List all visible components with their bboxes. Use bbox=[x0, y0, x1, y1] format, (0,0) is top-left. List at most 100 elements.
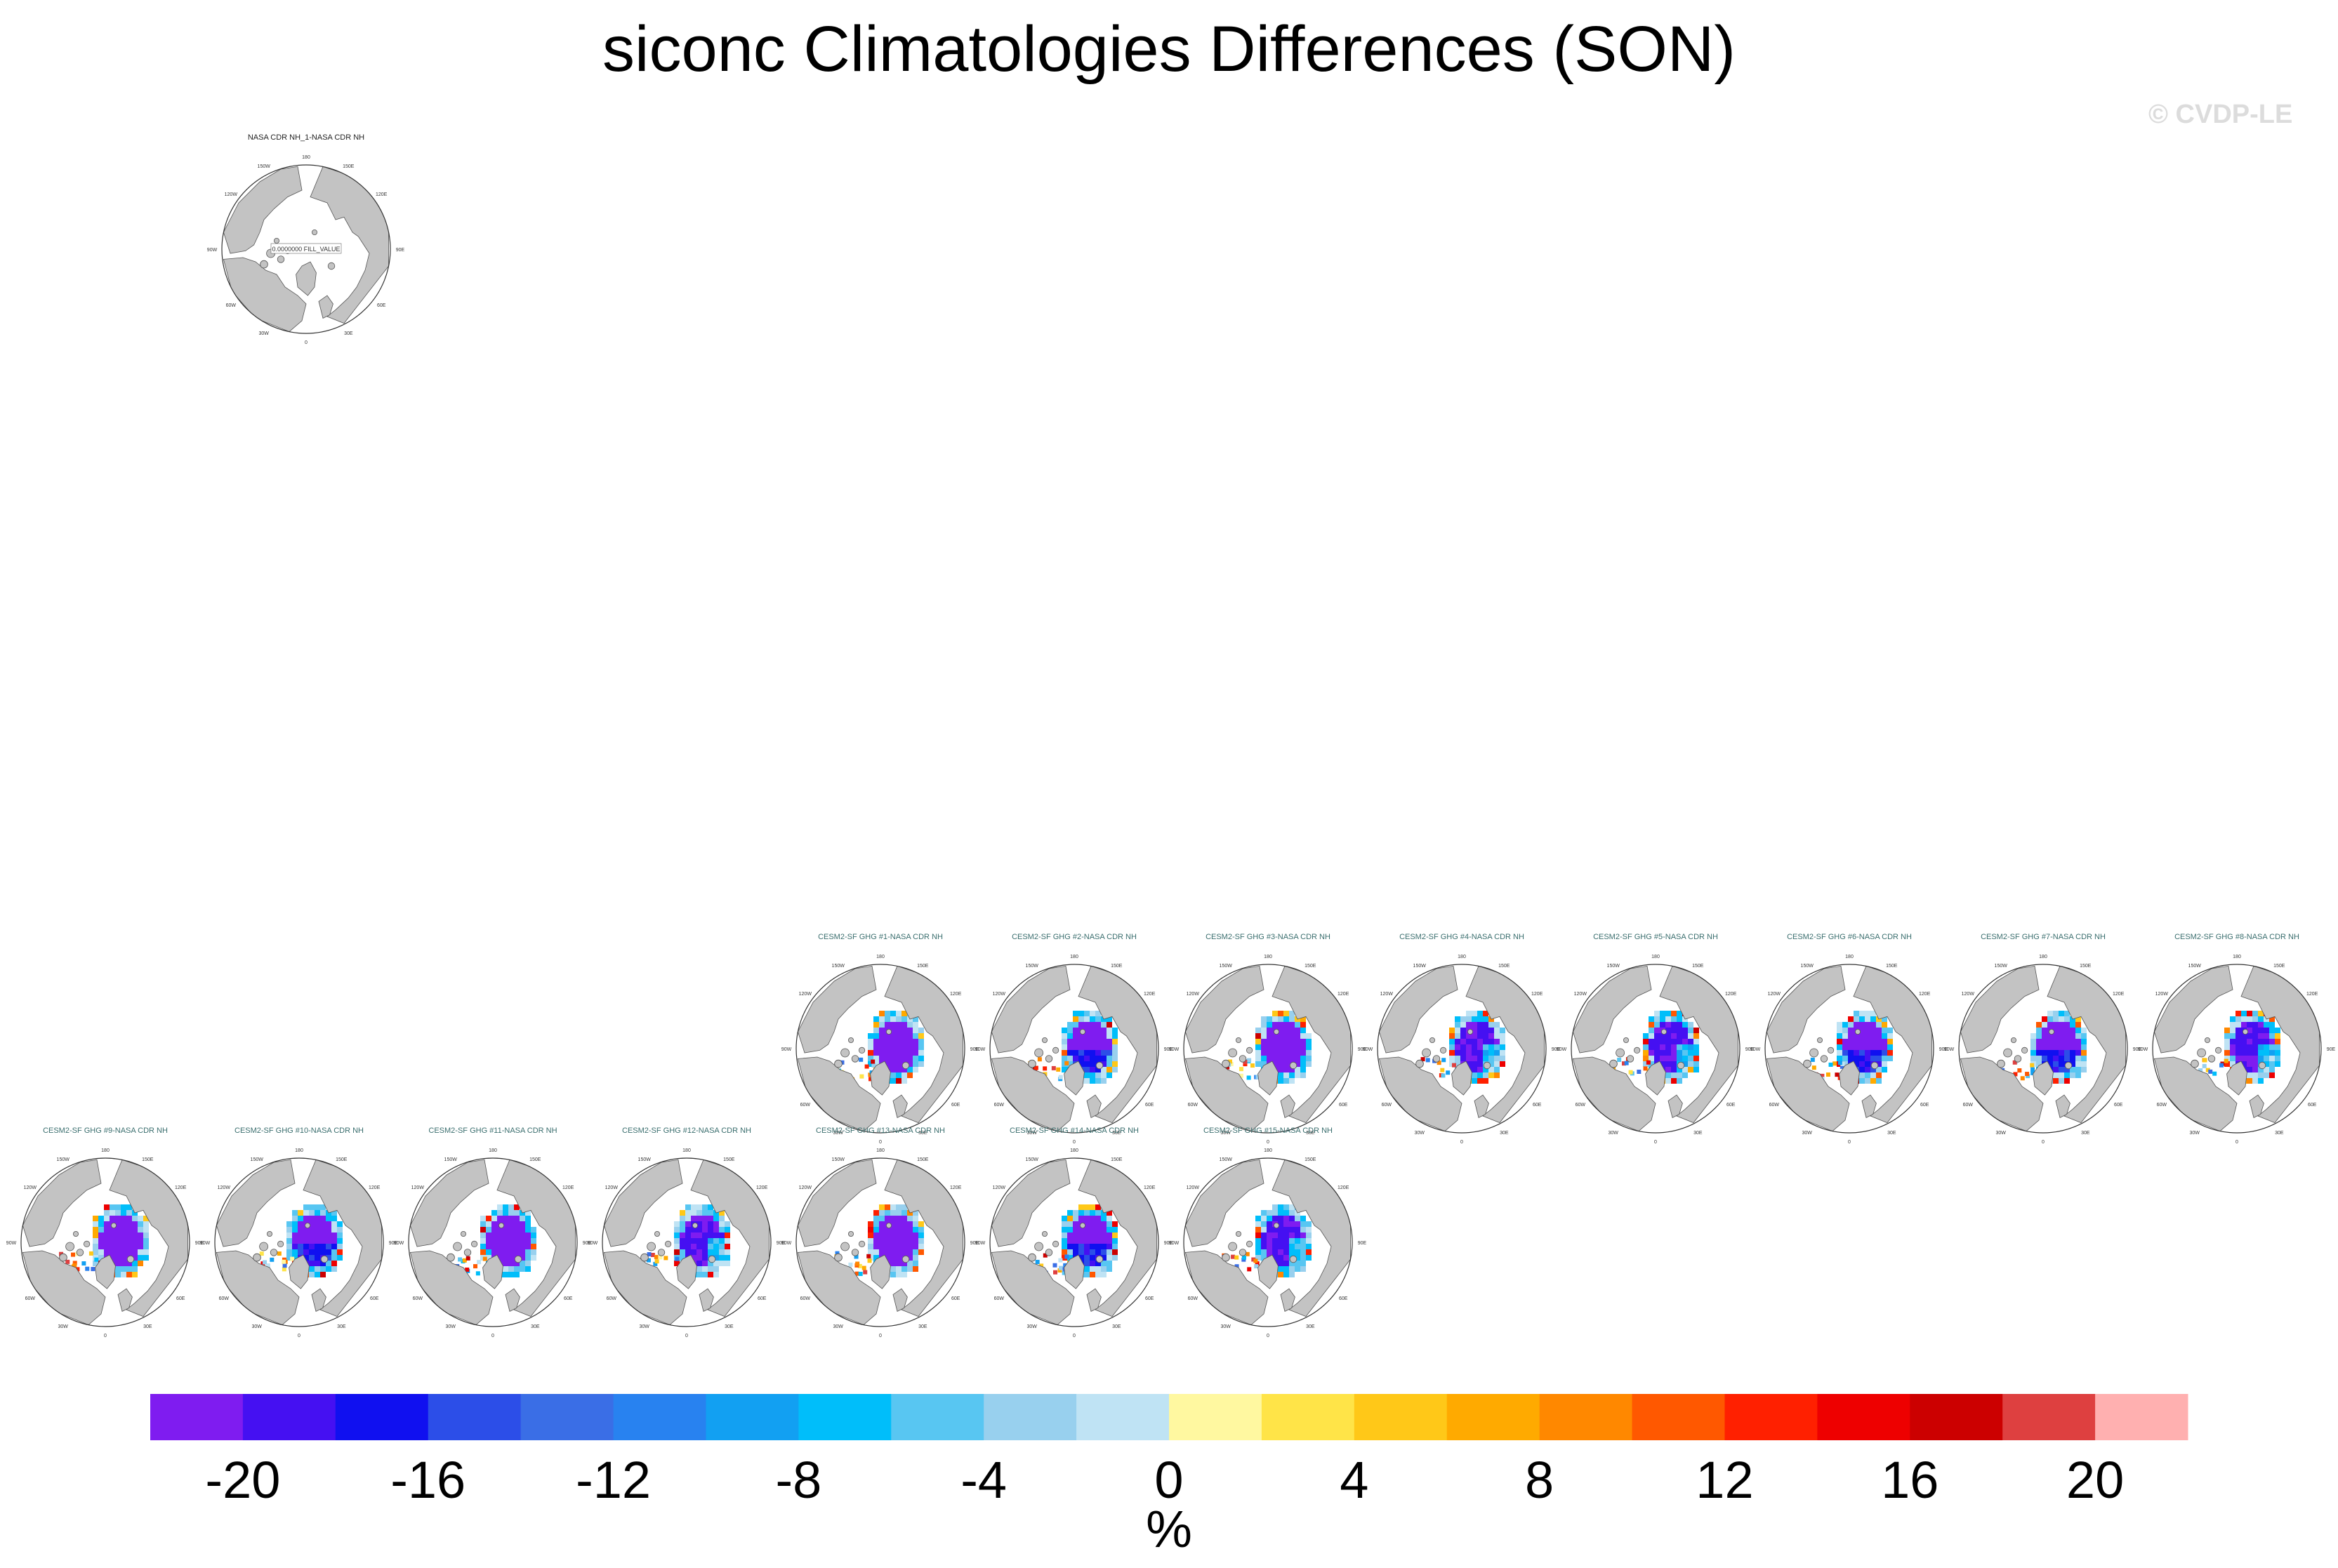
ice-cell bbox=[1621, 1061, 1626, 1066]
ice-cell bbox=[1682, 1056, 1688, 1061]
ice-cell bbox=[1295, 1221, 1300, 1227]
longitude-label: 180 bbox=[1070, 955, 1078, 959]
panel-title: CESM2-SF GHG #1-NASA CDR NH bbox=[818, 933, 943, 941]
ice-cell bbox=[2042, 1022, 2047, 1028]
ice-cell bbox=[2252, 1067, 2258, 1072]
longitude-label: 60W bbox=[994, 1296, 1005, 1301]
colorbar-swatch bbox=[335, 1394, 429, 1440]
ice-cell bbox=[1654, 1033, 1660, 1039]
longitude-label: 180 bbox=[1651, 955, 1660, 959]
ice-cell bbox=[1084, 1244, 1090, 1249]
ice-cell bbox=[1267, 1233, 1272, 1238]
ice-cell bbox=[1101, 1266, 1107, 1272]
ice-cell bbox=[115, 1249, 121, 1255]
ice-cell bbox=[1101, 1255, 1107, 1261]
ice-cell bbox=[2258, 1022, 2264, 1028]
ice-cell bbox=[1090, 1067, 1095, 1072]
ice-cell bbox=[1693, 1050, 1699, 1056]
ice-cell bbox=[2275, 1028, 2280, 1033]
ice-cell bbox=[1494, 1050, 1500, 1056]
ice-cell bbox=[913, 1233, 918, 1238]
ice-cell bbox=[104, 1244, 110, 1249]
ice-cell bbox=[1272, 1233, 1278, 1238]
ice-cell bbox=[1255, 1233, 1261, 1238]
longitude-label: 0 bbox=[685, 1334, 688, 1338]
land bbox=[1222, 1059, 1230, 1068]
ice-cell bbox=[1272, 1204, 1278, 1210]
ice-cell bbox=[132, 1221, 138, 1227]
longitude-label: 150W bbox=[2188, 964, 2202, 969]
ice-cell bbox=[890, 1061, 896, 1067]
map-body bbox=[990, 964, 1158, 1133]
ice-cell bbox=[104, 1249, 110, 1255]
ice-cell bbox=[1084, 1266, 1090, 1272]
longitude-label: 180 bbox=[2039, 955, 2047, 959]
land bbox=[304, 1223, 310, 1229]
ice-cell bbox=[868, 1227, 873, 1233]
land bbox=[654, 1231, 661, 1237]
ice-cell bbox=[1848, 1050, 1854, 1056]
ice-cell bbox=[854, 1271, 859, 1276]
ice-cell bbox=[1255, 1221, 1261, 1227]
ice-cell bbox=[1239, 1067, 1243, 1072]
ice-cell bbox=[503, 1255, 508, 1261]
ice-cell bbox=[1688, 1044, 1693, 1050]
ice-cell bbox=[1477, 1016, 1483, 1022]
colorbar-swatch bbox=[1446, 1394, 1540, 1440]
ice-cell bbox=[708, 1216, 713, 1221]
ice-cell bbox=[1272, 1050, 1278, 1056]
ice-cell bbox=[907, 1255, 913, 1261]
ice-cell bbox=[104, 1238, 110, 1244]
longitude-label: 180 bbox=[101, 1148, 110, 1153]
ice-cell bbox=[1842, 1022, 1848, 1028]
ice-cell bbox=[1107, 1050, 1112, 1056]
ice-cell bbox=[121, 1227, 126, 1233]
ice-cell bbox=[1278, 1249, 1283, 1255]
colorbar-tick-label: -16 bbox=[390, 1451, 465, 1509]
longitude-label: 0 bbox=[1267, 1334, 1269, 1338]
ice-cell bbox=[465, 1267, 470, 1272]
longitude-label: 0 bbox=[491, 1334, 494, 1338]
ice-cell bbox=[1870, 1067, 1876, 1072]
land bbox=[1228, 1242, 1237, 1251]
ice-cell bbox=[115, 1244, 121, 1249]
ice-cell bbox=[1231, 1254, 1236, 1259]
ice-cell bbox=[1300, 1016, 1306, 1022]
ice-cell bbox=[132, 1227, 138, 1233]
ice-cell bbox=[2064, 1056, 2070, 1061]
ice-cell bbox=[1649, 1022, 1654, 1028]
ice-cell bbox=[1870, 1033, 1876, 1039]
ice-cell bbox=[1095, 1011, 1101, 1016]
ice-cell bbox=[1283, 1044, 1289, 1050]
ice-cell bbox=[1887, 1056, 1893, 1061]
ice-cell bbox=[1267, 1022, 1272, 1028]
ice-cell bbox=[2047, 1016, 2053, 1022]
longitude-label: 90W bbox=[2138, 1047, 2148, 1052]
ice-cell bbox=[1289, 1050, 1295, 1056]
ice-cell bbox=[292, 1255, 298, 1261]
ice-cell bbox=[1500, 1044, 1505, 1050]
ice-cell bbox=[1837, 1044, 1842, 1050]
ice-cell bbox=[1865, 1033, 1870, 1039]
land bbox=[1960, 965, 2040, 1054]
land bbox=[2153, 965, 2233, 1054]
ice-cell bbox=[2075, 1039, 2081, 1044]
ice-cell bbox=[1283, 1233, 1289, 1238]
ice-cell bbox=[1483, 1044, 1488, 1050]
ice-cell bbox=[2042, 1028, 2047, 1033]
ice-cell bbox=[1095, 1272, 1101, 1277]
ice-cell bbox=[868, 1061, 873, 1067]
ice-cell bbox=[2059, 1056, 2064, 1061]
ice-cell bbox=[1682, 1039, 1688, 1044]
ice-cell bbox=[2269, 1056, 2275, 1061]
land bbox=[259, 1242, 269, 1251]
colorbar: -20 -16 -12 -8 -4 0 4 8 12 16 20% bbox=[150, 1394, 2188, 1558]
ice-cell bbox=[879, 1249, 885, 1255]
panel-title: CESM2-SF GHG #8-NASA CDR NH bbox=[2174, 933, 2299, 941]
ice-cell bbox=[702, 1233, 708, 1238]
ice-cell bbox=[1062, 1056, 1067, 1061]
ice-cell bbox=[2042, 1016, 2047, 1022]
ice-cell bbox=[1295, 1050, 1300, 1056]
